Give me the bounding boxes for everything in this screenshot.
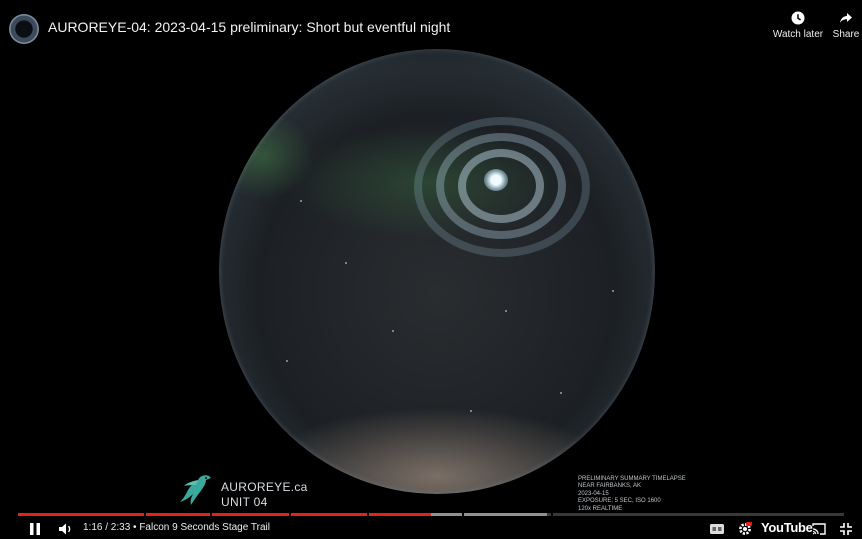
chapter-marker <box>288 513 291 516</box>
caption-line: 2023-04-15 <box>578 490 609 497</box>
volume-button[interactable] <box>58 521 74 537</box>
control-bar <box>0 518 862 539</box>
brand-unit: UNIT 04 <box>221 495 268 509</box>
top-gradient <box>0 0 862 70</box>
caption-line: NEAR FAIRBANKS, AK <box>578 483 642 490</box>
chapter-marker <box>144 513 147 516</box>
share-label: Share <box>832 29 860 40</box>
progress-bar[interactable] <box>18 513 844 516</box>
share-arrow-icon <box>840 13 852 23</box>
fullscreen-icon <box>840 523 852 535</box>
settings-button[interactable] <box>737 521 753 537</box>
volume-icon <box>59 523 71 535</box>
chapter-marker <box>550 513 553 516</box>
pause-button[interactable] <box>29 521 41 537</box>
time-and-chapter: 1:16 / 2:33 • Falcon 9 Seconds Stage Tra… <box>83 522 270 533</box>
caption-line: PRELIMINARY SUMMARY TIMELAPSE <box>578 476 686 482</box>
closed-captions-icon <box>710 524 724 534</box>
watch-later-label: Watch later <box>772 29 824 40</box>
clock-icon <box>791 11 805 25</box>
video-title[interactable]: AUROREYE-04: 2023-04-15 preliminary: Sho… <box>48 19 451 35</box>
brand-name: AUROREYE.ca <box>221 480 308 494</box>
fullscreen-button[interactable] <box>839 521 853 537</box>
cast-icon <box>812 523 826 535</box>
youtube-logo[interactable]: YouTube <box>761 520 813 535</box>
watch-later-button[interactable]: Watch later <box>770 11 826 40</box>
auroreye-bird-logo <box>180 475 211 505</box>
closed-captions-button[interactable] <box>709 521 725 537</box>
pause-icon <box>30 523 40 535</box>
chapter-marker <box>462 513 465 516</box>
rocket-spiral <box>414 117 590 257</box>
chapter-marker <box>367 513 370 516</box>
gear-icon <box>739 522 752 535</box>
caption-line: 120x REALTIME <box>578 505 623 512</box>
played-bar <box>18 513 431 516</box>
share-button[interactable]: Share <box>830 11 862 40</box>
chapter-marker <box>209 513 212 516</box>
caption-line: EXPOSURE: 5 SEC, ISO 1600 <box>578 498 661 505</box>
cast-button[interactable] <box>811 521 827 537</box>
fisheye-sky-frame <box>219 49 655 494</box>
timelapse-caption: PRELIMINARY SUMMARY TIMELAPSE NEAR FAIRB… <box>578 476 686 513</box>
channel-avatar[interactable] <box>9 14 39 44</box>
